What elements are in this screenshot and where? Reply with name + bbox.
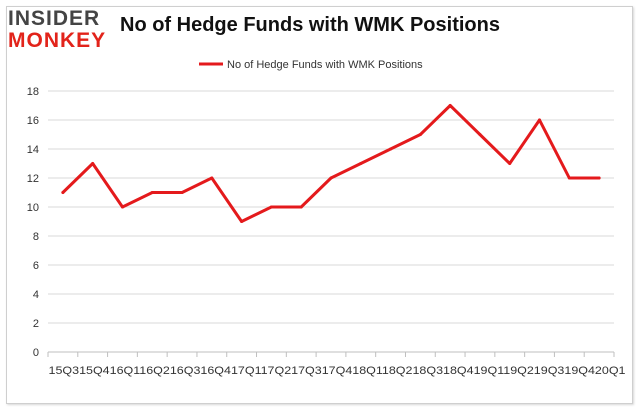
data-point-18Q4	[448, 104, 452, 107]
data-point-16Q2	[150, 191, 154, 194]
data-point-16Q3	[180, 191, 184, 194]
y-tick-label: 10	[27, 202, 39, 214]
y-tick-label: 12	[27, 173, 39, 185]
y-tick-label: 16	[27, 115, 39, 127]
legend: No of Hedge Funds with WMK Positions	[199, 59, 423, 71]
y-tick-label: 0	[33, 347, 39, 359]
y-tick-label: 14	[27, 144, 39, 156]
data-point-17Q1	[240, 220, 244, 223]
data-point-17Q3	[299, 205, 303, 209]
x-tick-labels: 15Q315Q416Q116Q216Q316Q417Q117Q217Q317Q4…	[49, 365, 626, 377]
y-tick-label: 2	[33, 318, 39, 330]
y-axis-tick-labels: 0 2 4 6 8 10 12 14 16 18	[27, 86, 39, 359]
data-point-16Q4	[210, 176, 214, 180]
y-tick-label: 4	[33, 289, 39, 301]
y-tick-label: 18	[27, 86, 39, 98]
data-point-19Q3	[538, 118, 542, 122]
data-point-18Q2	[389, 147, 393, 151]
y-tick-label: 6	[33, 260, 39, 272]
series-layer	[61, 104, 601, 223]
insider-monkey-logo: INSIDER MONKEY	[8, 8, 108, 54]
chart-title: No of Hedge Funds with WMK Positions	[120, 14, 500, 36]
series-line-0	[61, 104, 601, 223]
data-point-15Q3	[61, 191, 65, 194]
data-point-16Q1	[120, 205, 124, 209]
data-point-17Q4	[329, 176, 333, 180]
logo-line-monkey: MONKEY	[8, 29, 107, 52]
data-point-15Q4	[91, 162, 95, 165]
data-point-19Q1	[478, 133, 482, 136]
x-axis: 15Q315Q416Q116Q216Q316Q417Q117Q217Q317Q4…	[47, 351, 626, 377]
data-point-19Q4	[567, 176, 571, 180]
data-point-17Q2	[269, 205, 273, 209]
gridlines	[48, 90, 614, 353]
legend-label: No of Hedge Funds with WMK Positions	[227, 59, 423, 71]
data-point-19Q2	[508, 162, 512, 165]
data-point-20Q1	[597, 176, 601, 180]
y-tick-label: 8	[33, 231, 39, 243]
chart-frame	[6, 6, 633, 404]
data-point-18Q1	[359, 162, 363, 165]
logo-line-insider: INSIDER	[8, 7, 101, 30]
data-point-18Q3	[418, 133, 422, 136]
